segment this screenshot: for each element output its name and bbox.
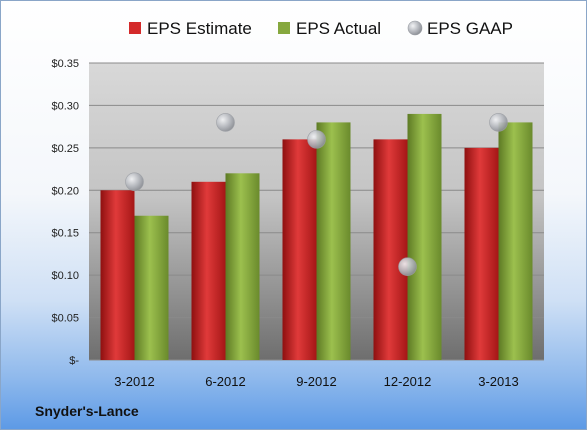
bar-eps-actual: [134, 215, 169, 360]
y-tick-label: $0.25: [51, 143, 79, 155]
x-tick-label: 9-2012: [296, 374, 336, 389]
bar-eps-estimate: [373, 139, 408, 360]
legend-eps-gaap-label: EPS GAAP: [427, 19, 513, 38]
x-tick-label: 6-2012: [205, 374, 245, 389]
bars: [100, 113, 533, 361]
bar-eps-estimate: [191, 181, 226, 360]
y-tick-label: $0.05: [51, 313, 79, 325]
company-name: Snyder's-Lance: [35, 403, 139, 419]
legend: EPS Estimate EPS Actual EPS GAAP: [129, 19, 513, 38]
point-eps-gaap: [125, 172, 144, 192]
legend-eps-estimate-label: EPS Estimate: [147, 19, 252, 38]
y-tick-label: $0.30: [51, 100, 79, 112]
y-axis: $- $0.05 $0.10 $0.15 $0.20 $0.25 $0.30 $0.35: [51, 58, 79, 367]
legend-eps-gaap-swatch: [407, 20, 423, 36]
x-tick-label: 3-2012: [114, 374, 154, 389]
y-tick-label: $0.35: [51, 58, 79, 70]
y-tick-label: $0.20: [51, 185, 79, 197]
bar-eps-actual: [316, 122, 351, 361]
y-tick-label: $-: [69, 355, 79, 367]
legend-eps-estimate-swatch: [129, 22, 141, 34]
y-tick-label: $0.15: [51, 228, 79, 240]
x-axis: 3-2012 6-2012 9-2012 12-2012 3-2013: [114, 374, 518, 389]
gaap-points: [125, 113, 508, 276]
bar-eps-estimate: [464, 147, 499, 360]
point-eps-gaap: [307, 130, 326, 149]
x-tick-label: 12-2012: [384, 374, 432, 389]
bar-eps-estimate: [100, 190, 135, 360]
bar-eps-actual: [407, 113, 442, 361]
legend-eps-actual-swatch: [278, 22, 290, 34]
y-tick-label: $0.10: [51, 270, 79, 282]
bar-eps-estimate: [282, 139, 317, 360]
bar-eps-actual: [225, 173, 260, 360]
point-eps-gaap: [398, 257, 417, 276]
point-eps-gaap: [489, 113, 508, 132]
legend-eps-actual-label: EPS Actual: [296, 19, 381, 38]
x-tick-label: 3-2013: [478, 374, 518, 389]
point-eps-gaap: [216, 113, 235, 132]
bar-eps-actual: [498, 122, 533, 361]
